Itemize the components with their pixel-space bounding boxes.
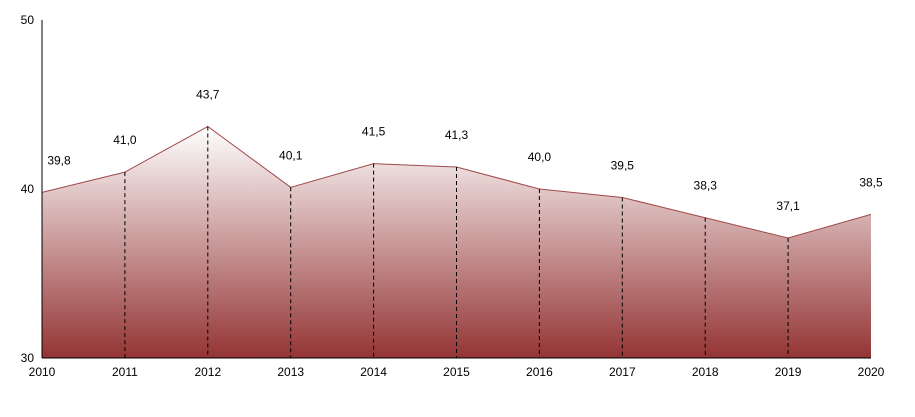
data-label: 41,5 xyxy=(362,125,386,139)
x-tick-label: 2017 xyxy=(609,365,636,379)
x-tick-label: 2010 xyxy=(29,365,56,379)
x-tick-label: 2014 xyxy=(360,365,387,379)
data-label: 39,8 xyxy=(47,153,71,167)
x-tick-label: 2020 xyxy=(858,365,885,379)
x-tick-label: 2015 xyxy=(443,365,470,379)
y-tick-label: 50 xyxy=(21,13,35,27)
data-label: 38,5 xyxy=(859,175,883,189)
x-tick-label: 2013 xyxy=(277,365,304,379)
data-label: 40,1 xyxy=(279,148,303,162)
data-label: 43,7 xyxy=(196,87,220,101)
data-label: 41,3 xyxy=(445,128,469,142)
x-tick-label: 2018 xyxy=(692,365,719,379)
y-tick-label: 30 xyxy=(21,351,35,365)
x-tick-label: 2019 xyxy=(775,365,802,379)
area-fill xyxy=(42,126,871,358)
x-tick-label: 2012 xyxy=(194,365,221,379)
data-label: 39,5 xyxy=(611,158,635,172)
y-tick-label: 40 xyxy=(21,182,35,196)
data-label: 37,1 xyxy=(776,199,800,213)
data-label: 40,0 xyxy=(528,150,552,164)
data-label: 41,0 xyxy=(113,133,137,147)
data-label: 38,3 xyxy=(694,179,718,193)
x-tick-label: 2016 xyxy=(526,365,553,379)
x-tick-label: 2011 xyxy=(112,365,138,379)
